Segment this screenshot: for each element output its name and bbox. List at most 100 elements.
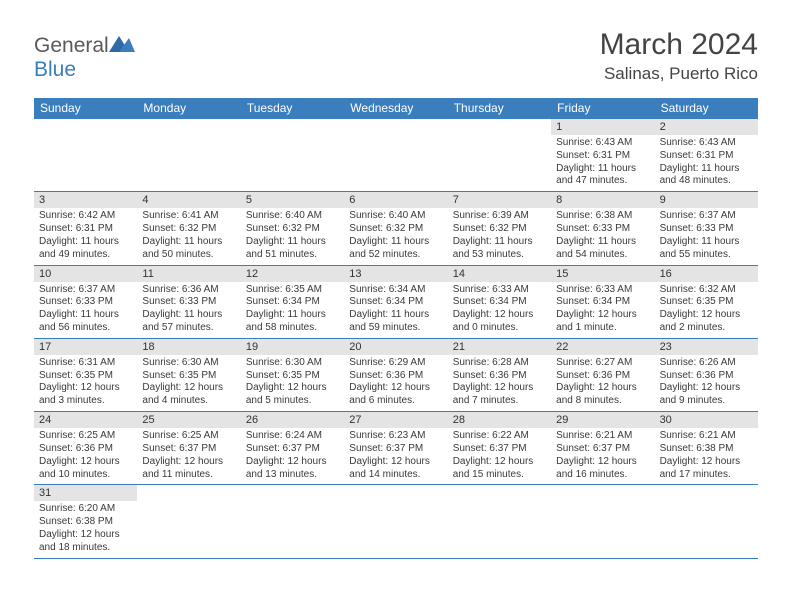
sunrise-text: Sunrise: 6:42 AM <box>39 210 132 223</box>
day-cell: 15Sunrise: 6:33 AMSunset: 6:34 PMDayligh… <box>551 266 654 338</box>
daylight-text: Daylight: 12 hours <box>246 456 339 469</box>
sunrise-text: Sunrise: 6:34 AM <box>349 284 442 297</box>
sunset-text: Sunset: 6:33 PM <box>142 296 235 309</box>
day-cell: 9Sunrise: 6:37 AMSunset: 6:33 PMDaylight… <box>655 192 758 264</box>
day-cell: 10Sunrise: 6:37 AMSunset: 6:33 PMDayligh… <box>34 266 137 338</box>
daylight-text: Daylight: 12 hours <box>453 456 546 469</box>
sunset-text: Sunset: 6:33 PM <box>660 223 753 236</box>
day-cell: 26Sunrise: 6:24 AMSunset: 6:37 PMDayligh… <box>241 412 344 484</box>
sunset-text: Sunset: 6:31 PM <box>660 150 753 163</box>
day-number: 22 <box>551 339 654 355</box>
weekday-row: SundayMondayTuesdayWednesdayThursdayFrid… <box>34 98 758 119</box>
sunrise-text: Sunrise: 6:39 AM <box>453 210 546 223</box>
daylight-text: and 18 minutes. <box>39 542 132 555</box>
sunset-text: Sunset: 6:37 PM <box>349 443 442 456</box>
sunset-text: Sunset: 6:32 PM <box>453 223 546 236</box>
sunset-text: Sunset: 6:37 PM <box>246 443 339 456</box>
day-empty <box>137 485 240 557</box>
day-cell: 22Sunrise: 6:27 AMSunset: 6:36 PMDayligh… <box>551 339 654 411</box>
week-row: 10 Sunrise: 6:37 AM Sunset: 6:33 PM Dayligh… <box>34 266 758 339</box>
day-cell: 4Sunrise: 6:41 AMSunset: 6:32 PMDaylight… <box>137 192 240 264</box>
day-number: 20 <box>344 339 447 355</box>
day-cell: 30Sunrise: 6:21 AMSunset: 6:38 PMDayligh… <box>655 412 758 484</box>
daylight-text: and 0 minutes. <box>453 322 546 335</box>
daylight-text: and 7 minutes. <box>453 395 546 408</box>
day-number: 24 <box>34 412 137 428</box>
brand-blue: Blue <box>34 58 76 81</box>
day-cell: 13Sunrise: 6:34 AMSunset: 6:34 PMDayligh… <box>344 266 447 338</box>
daylight-text: Daylight: 12 hours <box>556 456 649 469</box>
daylight-text: Daylight: 12 hours <box>453 382 546 395</box>
day-number: 6 <box>344 192 447 208</box>
sunrise-text: Sunrise: 6:30 AM <box>142 357 235 370</box>
daylight-text: and 11 minutes. <box>142 469 235 482</box>
day-cell: 24Sunrise: 6:25 AMSunset: 6:36 PMDayligh… <box>34 412 137 484</box>
daylight-text: and 58 minutes. <box>246 322 339 335</box>
daylight-text: Daylight: 11 hours <box>349 236 442 249</box>
day-number: 27 <box>344 412 447 428</box>
day-empty <box>448 485 551 557</box>
brand-flag-icon <box>109 34 135 58</box>
month-title: March 2024 <box>600 28 758 62</box>
day-cell: 12Sunrise: 6:35 AMSunset: 6:34 PMDayligh… <box>241 266 344 338</box>
sunset-text: Sunset: 6:31 PM <box>556 150 649 163</box>
sunset-text: Sunset: 6:35 PM <box>39 370 132 383</box>
day-empty <box>448 119 551 191</box>
daylight-text: and 51 minutes. <box>246 249 339 262</box>
title-block: March 2024 Salinas, Puerto Rico <box>600 28 758 84</box>
sunrise-text: Sunrise: 6:26 AM <box>660 357 753 370</box>
day-number: 29 <box>551 412 654 428</box>
daylight-text: Daylight: 11 hours <box>349 309 442 322</box>
day-cell: 19Sunrise: 6:30 AMSunset: 6:35 PMDayligh… <box>241 339 344 411</box>
day-cell: 27Sunrise: 6:23 AMSunset: 6:37 PMDayligh… <box>344 412 447 484</box>
daylight-text: and 15 minutes. <box>453 469 546 482</box>
daylight-text: Daylight: 12 hours <box>660 456 753 469</box>
sunset-text: Sunset: 6:32 PM <box>349 223 442 236</box>
brand-general: General <box>34 34 109 57</box>
daylight-text: Daylight: 11 hours <box>39 236 132 249</box>
calendar: SundayMondayTuesdayWednesdayThursdayFrid… <box>34 98 758 559</box>
day-cell: 7Sunrise: 6:39 AMSunset: 6:32 PMDaylight… <box>448 192 551 264</box>
daylight-text: and 49 minutes. <box>39 249 132 262</box>
brand-name: GeneralBlue <box>34 34 135 82</box>
daylight-text: and 2 minutes. <box>660 322 753 335</box>
day-cell: 2Sunrise: 6:43 AMSunset: 6:31 PMDaylight… <box>655 119 758 191</box>
day-cell: 1Sunrise: 6:43 AMSunset: 6:31 PMDaylight… <box>551 119 654 191</box>
sunset-text: Sunset: 6:35 PM <box>142 370 235 383</box>
sunrise-text: Sunrise: 6:29 AM <box>349 357 442 370</box>
sunset-text: Sunset: 6:37 PM <box>142 443 235 456</box>
day-number: 10 <box>34 266 137 282</box>
sunrise-text: Sunrise: 6:23 AM <box>349 430 442 443</box>
daylight-text: Daylight: 12 hours <box>453 309 546 322</box>
daylight-text: Daylight: 11 hours <box>142 236 235 249</box>
daylight-text: and 56 minutes. <box>39 322 132 335</box>
daylight-text: Daylight: 12 hours <box>349 382 442 395</box>
day-cell: 29Sunrise: 6:21 AMSunset: 6:37 PMDayligh… <box>551 412 654 484</box>
daylight-text: Daylight: 12 hours <box>142 382 235 395</box>
day-number: 21 <box>448 339 551 355</box>
day-cell: 16Sunrise: 6:32 AMSunset: 6:35 PMDayligh… <box>655 266 758 338</box>
daylight-text: and 3 minutes. <box>39 395 132 408</box>
sunrise-text: Sunrise: 6:20 AM <box>39 503 132 516</box>
sunrise-text: Sunrise: 6:21 AM <box>556 430 649 443</box>
sunrise-text: Sunrise: 6:43 AM <box>660 137 753 150</box>
day-number: 4 <box>137 192 240 208</box>
daylight-text: Daylight: 12 hours <box>39 529 132 542</box>
daylight-text: Daylight: 12 hours <box>39 456 132 469</box>
day-empty <box>241 119 344 191</box>
day-cell: 14Sunrise: 6:33 AMSunset: 6:34 PMDayligh… <box>448 266 551 338</box>
sunrise-text: Sunrise: 6:22 AM <box>453 430 546 443</box>
day-empty <box>34 119 137 191</box>
sunset-text: Sunset: 6:34 PM <box>453 296 546 309</box>
sunrise-text: Sunrise: 6:33 AM <box>556 284 649 297</box>
day-cell: 17Sunrise: 6:31 AMSunset: 6:35 PMDayligh… <box>34 339 137 411</box>
daylight-text: and 14 minutes. <box>349 469 442 482</box>
sunrise-text: Sunrise: 6:28 AM <box>453 357 546 370</box>
daylight-text: and 1 minute. <box>556 322 649 335</box>
location: Salinas, Puerto Rico <box>600 64 758 84</box>
sunrise-text: Sunrise: 6:32 AM <box>660 284 753 297</box>
day-empty <box>241 485 344 557</box>
sunrise-text: Sunrise: 6:37 AM <box>39 284 132 297</box>
day-cell: 23Sunrise: 6:26 AMSunset: 6:36 PMDayligh… <box>655 339 758 411</box>
brand-logo: GeneralBlue <box>34 28 135 82</box>
